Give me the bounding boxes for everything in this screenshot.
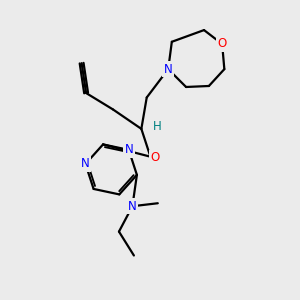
Text: N: N bbox=[128, 200, 137, 213]
Text: N: N bbox=[164, 63, 172, 76]
Text: N: N bbox=[81, 158, 90, 170]
Text: H: H bbox=[152, 120, 161, 133]
Text: O: O bbox=[218, 38, 227, 50]
Text: N: N bbox=[124, 143, 133, 156]
Text: O: O bbox=[150, 151, 159, 164]
